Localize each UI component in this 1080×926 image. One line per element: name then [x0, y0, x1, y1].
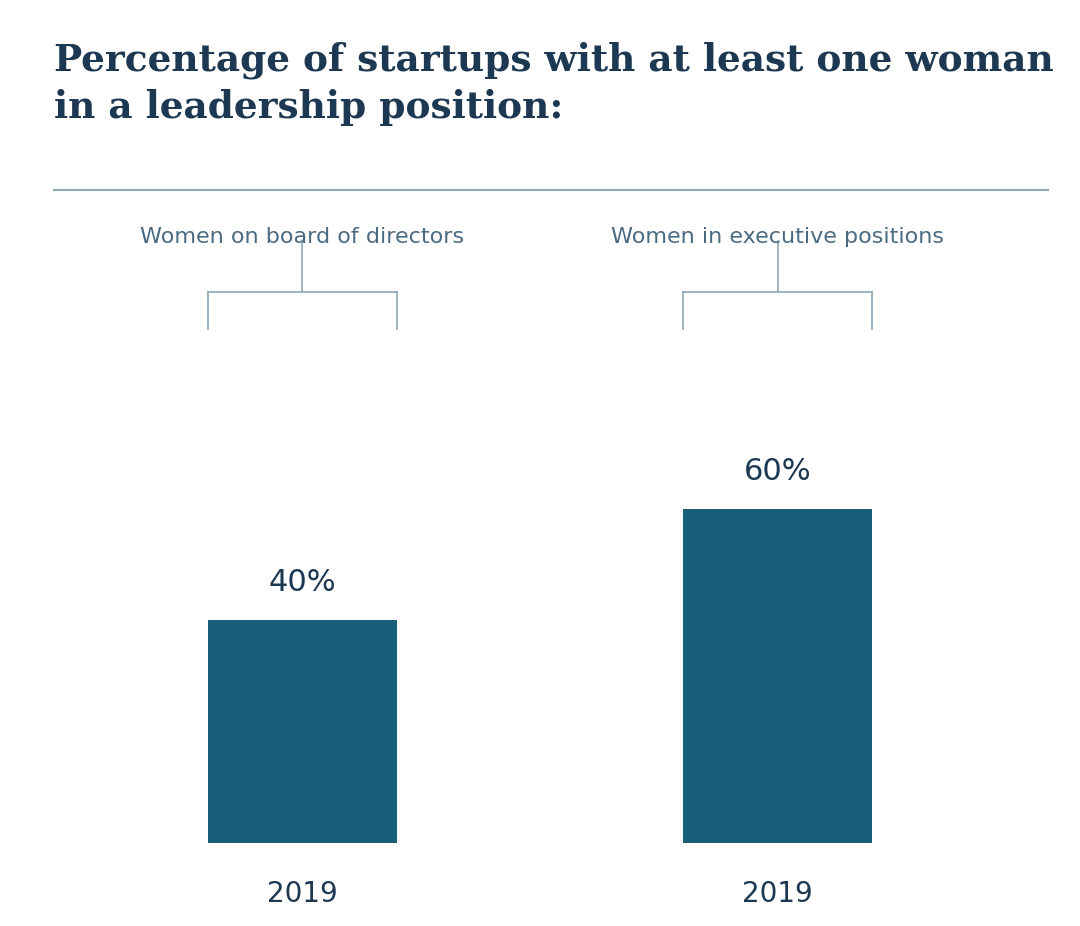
Text: 2019: 2019	[742, 880, 813, 907]
FancyBboxPatch shape	[683, 509, 873, 843]
Text: Women in executive positions: Women in executive positions	[611, 227, 944, 247]
Text: Women on board of directors: Women on board of directors	[140, 227, 464, 247]
Text: 40%: 40%	[269, 569, 336, 597]
FancyBboxPatch shape	[208, 620, 397, 843]
Text: 2019: 2019	[267, 880, 338, 907]
Text: Percentage of startups with at least one woman
in a leadership position:: Percentage of startups with at least one…	[54, 42, 1054, 126]
Text: 60%: 60%	[744, 457, 811, 486]
